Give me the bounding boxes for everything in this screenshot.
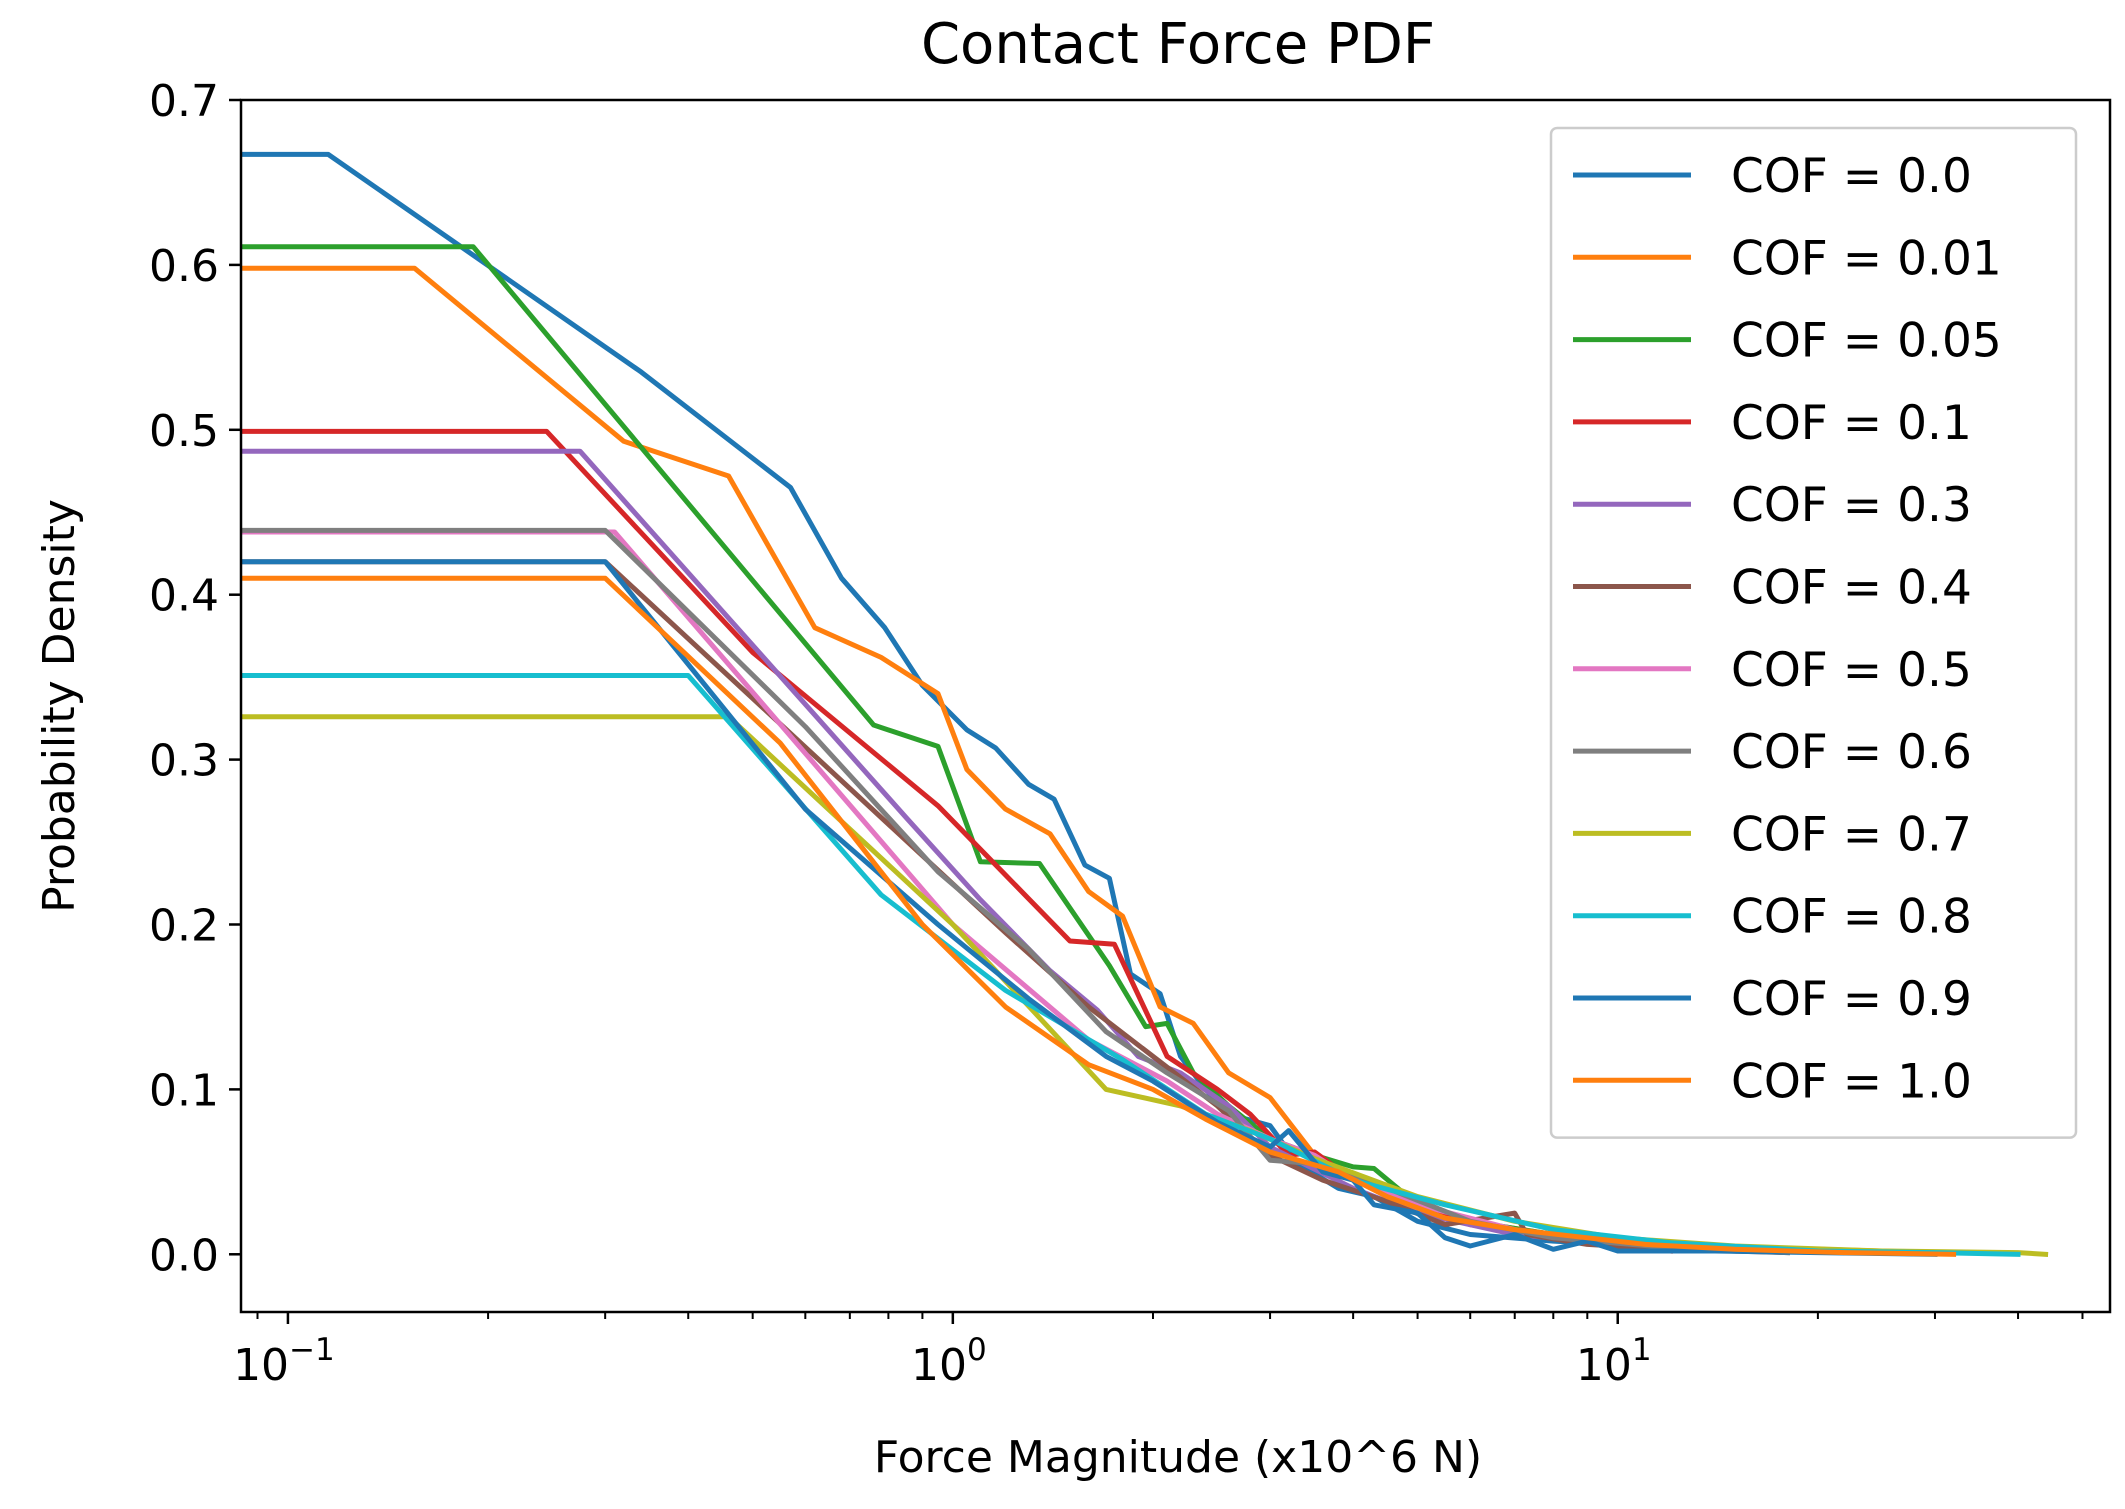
y-tick-label: 0.7 [149,76,219,127]
x-axis-label: Force Magnitude (x10^6 N) [874,1432,1482,1483]
legend-label: COF = 0.3 [1731,478,1972,533]
legend-label: COF = 0.7 [1731,807,1972,862]
legend-label: COF = 0.5 [1731,643,1972,698]
y-tick-label: 0.3 [149,736,219,787]
y-tick-label: 0.0 [149,1230,219,1281]
y-axis-label: Probability Density [34,499,85,913]
legend-label: COF = 0.0 [1731,149,1972,204]
legend-frame [1549,126,2078,1139]
x-tick-label: 100 [911,1332,987,1391]
legend-label: COF = 0.9 [1731,972,1972,1027]
x-tick-label: 10−1 [233,1332,335,1391]
legend-label: COF = 0.8 [1731,890,1972,945]
y-tick-label: 0.1 [149,1065,219,1116]
legend-label: COF = 0.4 [1731,561,1972,616]
legend-label: COF = 0.05 [1731,314,2002,369]
plot-frame [239,98,2112,1314]
series-line-4 [241,448,1738,1254]
series-line-11 [241,575,1957,1257]
chart-title: Contact Force PDF [921,12,1435,77]
legend-label: COF = 0.1 [1731,396,1972,451]
y-axis: 0.0 0.1 0.2 0.3 0.4 0.5 0.6 0.7 [149,76,241,1281]
x-axis: 10−1 100 101 [233,1312,2084,1391]
x-tick-label: 101 [1576,1332,1652,1391]
legend: COF = 0.0 COF = 0.01 COF = 0.05 COF = 0.1 CO… [1549,126,2078,1139]
legend-label: COF = 0.01 [1731,231,2002,286]
plot-area [241,151,2049,1257]
legend-label: COF = 1.0 [1731,1054,1972,1109]
legend-label: COF = 0.6 [1731,725,1972,780]
y-tick-label: 0.6 [149,241,219,292]
y-tick-label: 0.4 [149,571,219,622]
y-tick-label: 0.5 [149,406,219,457]
y-tick-label: 0.2 [149,900,219,951]
